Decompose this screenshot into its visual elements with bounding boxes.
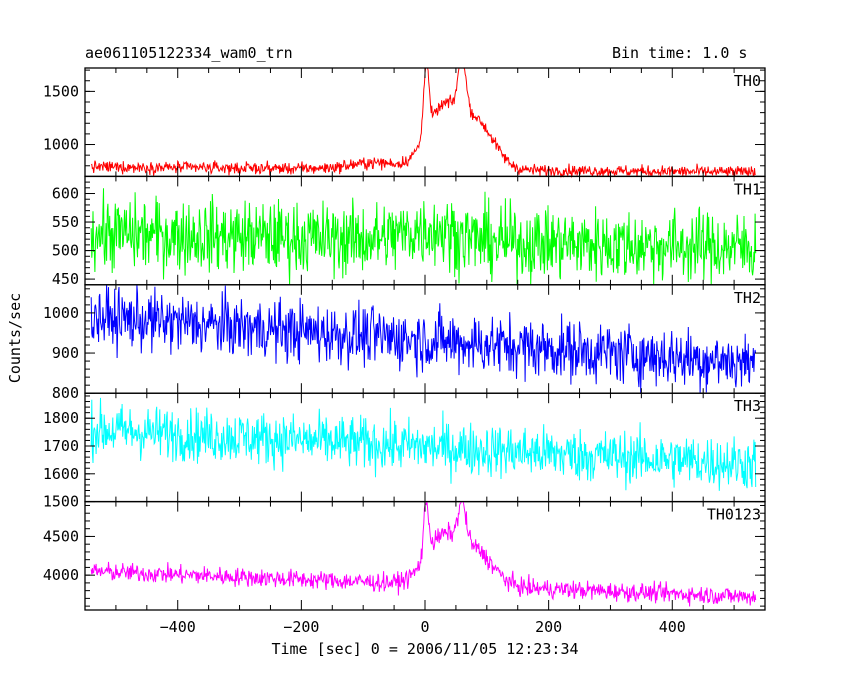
panel-th0123: 4000 4500 TH0123 (43, 500, 766, 611)
chart-title: ae061105122334_wam0_trn (85, 44, 293, 62)
x-tick-label: 0 (420, 618, 429, 636)
y-tick-label: 4000 (43, 566, 79, 584)
panel-label-th3: TH3 (734, 397, 761, 415)
bin-time-label: Bin time: 1.0 s (612, 44, 748, 62)
y-tick-label: 550 (52, 213, 79, 231)
series-line-th1 (90, 188, 757, 285)
y-tick-label: 500 (52, 242, 79, 260)
y-tick-label: 800 (52, 384, 79, 402)
panel-frame (84, 500, 766, 611)
y-tick-label: 1600 (43, 465, 79, 483)
y-tick-label: 1000 (43, 136, 79, 154)
x-tick-label: 400 (659, 618, 686, 636)
panel-label-th2: TH2 (734, 289, 761, 307)
x-axis-title: Time [sec] 0 = 2006/11/05 12:23:34 (271, 640, 578, 658)
panel-th2: 800 900 1000 TH2 (43, 284, 766, 402)
panel-th3: 1500 1600 1700 1800 TH3 (43, 392, 766, 511)
y-tick-label: 4500 (43, 527, 79, 545)
x-tick-label: −200 (283, 618, 319, 636)
y-tick-label: 1800 (43, 409, 79, 427)
y-axis-title: Counts/sec (6, 293, 24, 383)
y-tick-label: 450 (52, 270, 79, 288)
panels-group: 1000 1500 TH0 450 500 550 600 TH1 800 900 1000 TH2 1… (43, 67, 766, 636)
y-tick-label: 600 (52, 185, 79, 203)
series-line-th0123 (90, 501, 757, 607)
x-tick-label: 200 (535, 618, 562, 636)
y-tick-label: 1500 (43, 82, 79, 100)
y-tick-label: 1700 (43, 437, 79, 455)
panel-label-th1: TH1 (734, 180, 761, 198)
series-line-th0 (90, 67, 756, 179)
y-tick-label: 900 (52, 344, 79, 362)
y-tick-label: 1500 (43, 493, 79, 511)
x-tick-label: −400 (160, 618, 196, 636)
y-tick-label: 1000 (43, 304, 79, 322)
panel-label-th0123: TH0123 (707, 506, 761, 524)
panel-th0: 1000 1500 TH0 (43, 67, 766, 179)
series-line-th3 (90, 397, 757, 491)
panel-frame (84, 67, 766, 178)
panel-label-th0: TH0 (734, 72, 761, 90)
panel-th1: 450 500 550 600 TH1 (52, 175, 766, 288)
series-line-th2 (90, 284, 757, 394)
